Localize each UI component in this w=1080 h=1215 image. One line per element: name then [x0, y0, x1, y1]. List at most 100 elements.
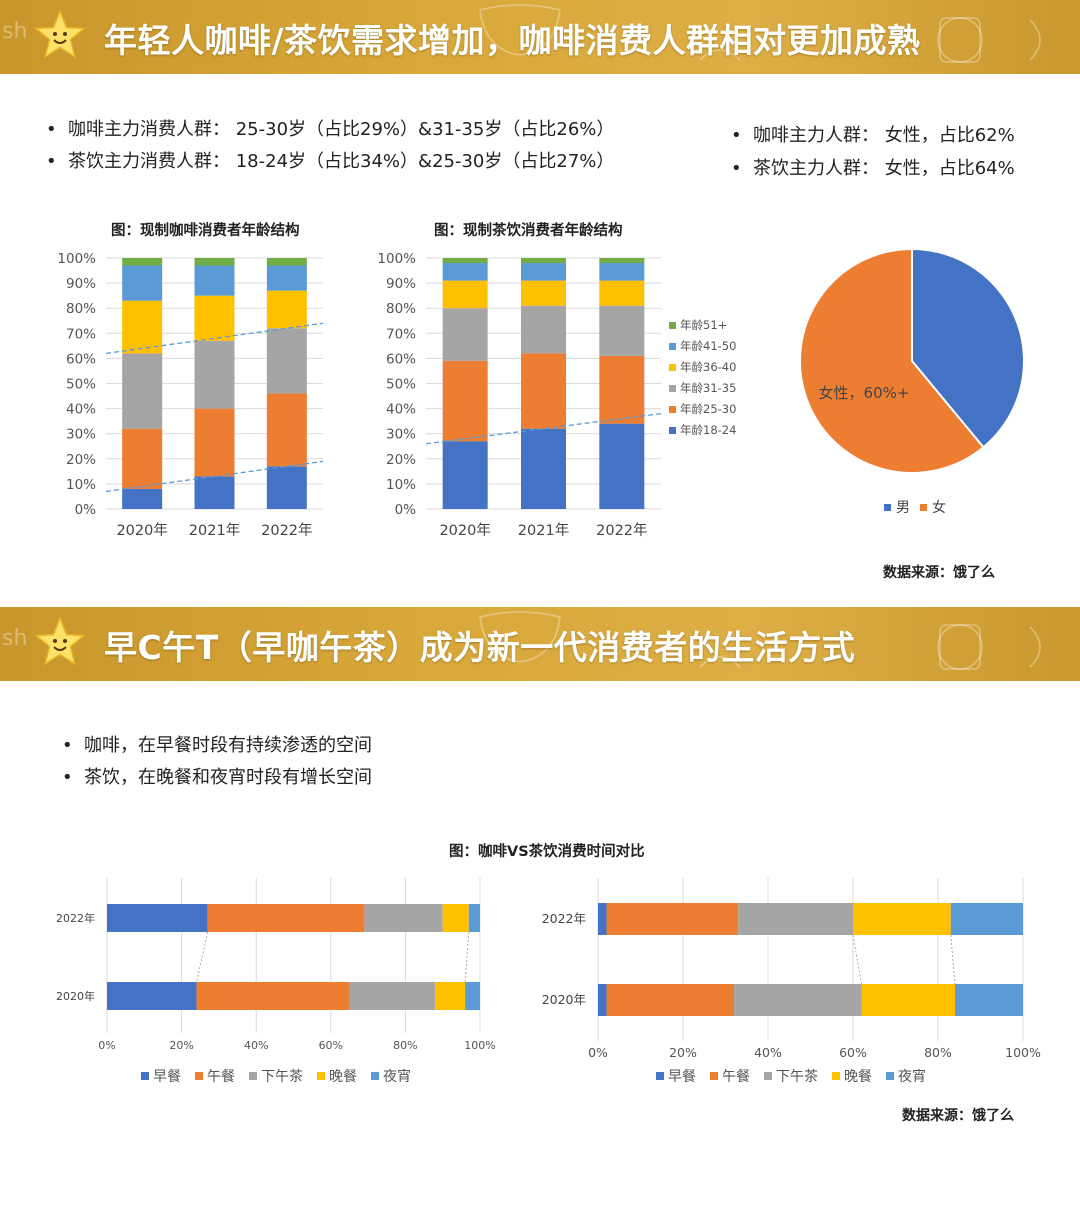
x-tick-label: 80%: [393, 1039, 417, 1052]
bar-segment: [606, 984, 734, 1016]
bar-segment: [950, 903, 1023, 935]
bar-segment: [598, 903, 607, 935]
x-tick-label: 2020年: [439, 522, 490, 539]
bar-segment: [599, 423, 645, 509]
bar-segment: [521, 263, 566, 281]
legend-label: 年龄18-24: [680, 423, 736, 437]
legend-swatch: [764, 1072, 772, 1080]
legend-swatch: [371, 1072, 379, 1080]
y-tick-label: 50%: [66, 377, 96, 393]
bar-segment: [738, 903, 853, 935]
y-tick-label: 2022年: [56, 911, 95, 925]
y-tick-label: 30%: [386, 427, 416, 443]
section2-banner: sh 早C午T（早咖午茶）成为新一代消费者的生活方式: [0, 607, 1080, 681]
bar-segment: [521, 258, 566, 264]
bar-segment: [606, 903, 739, 935]
y-tick-label: 20%: [386, 452, 416, 468]
bar-segment: [364, 904, 443, 932]
legend-swatch: [884, 504, 891, 511]
legend-label: 夜宵: [898, 1068, 926, 1085]
y-tick-label: 2020年: [542, 992, 586, 1007]
bar-segment: [194, 265, 235, 296]
legend-swatch: [656, 1072, 664, 1080]
bar-segment: [266, 466, 307, 509]
bar-segment: [349, 982, 436, 1010]
bar-segment: [122, 300, 163, 354]
banner-doodle-decoration: sh: [2, 611, 1041, 670]
bullet-item: 咖啡，在早餐时段有持续渗透的空间: [62, 730, 372, 762]
bar-segment: [468, 904, 480, 932]
y-tick-label: 90%: [386, 276, 416, 292]
bar-segment: [442, 441, 488, 509]
bar-segment: [521, 353, 566, 429]
y-tick-label: 2022年: [542, 911, 586, 926]
legend-swatch: [195, 1072, 203, 1080]
banner-doodle-decoration: sh: [2, 4, 1041, 63]
bar-segment: [122, 353, 163, 429]
bar-segment: [266, 258, 307, 266]
y-tick-label: 60%: [386, 351, 416, 367]
legend-swatch: [669, 385, 676, 392]
legend-label: 晚餐: [329, 1069, 357, 1085]
x-tick-label: 40%: [244, 1039, 268, 1052]
legend-label: 早餐: [668, 1069, 696, 1085]
bar-segment: [435, 982, 466, 1010]
bar-segment: [266, 393, 307, 467]
bar-segment: [194, 340, 235, 409]
bar-segment: [734, 984, 862, 1016]
y-tick-label: 80%: [66, 301, 96, 317]
bar-segment: [442, 360, 488, 442]
legend-label: 晚餐: [844, 1069, 872, 1085]
tea-age-chart-title: 图：现制茶饮消费者年龄结构: [434, 223, 623, 239]
bar-segment: [521, 305, 566, 354]
y-tick-label: 60%: [66, 351, 96, 367]
y-tick-label: 100%: [377, 251, 416, 267]
x-tick-label: 0%: [588, 1045, 608, 1060]
pie-slice: [911, 247, 1025, 449]
legend-label: 男: [896, 500, 910, 516]
pie-slice: [799, 247, 985, 474]
tea-age-chart: 0% 10% 20% 30% 40% 50% 60% 70% 80% 90% 100% 2020年 20…: [377, 251, 736, 539]
y-tick-label: 2020年: [56, 989, 95, 1003]
pie-annotation: 女性，60%+: [819, 384, 910, 402]
legend-swatch: [710, 1072, 718, 1080]
x-tick-label: 2022年: [261, 522, 312, 539]
bullet-item: 茶饮主力人群： 女性，占比64%: [731, 152, 1015, 185]
x-tick-label: 20%: [169, 1039, 193, 1052]
legend-label: 午餐: [722, 1069, 750, 1085]
y-tick-label: 20%: [66, 452, 96, 468]
bar-segment: [442, 904, 469, 932]
bar-segment: [107, 904, 208, 932]
legend-label: 年龄51+: [680, 318, 727, 332]
x-tick-label: 60%: [319, 1039, 343, 1052]
x-tick-label: 40%: [754, 1045, 782, 1060]
y-tick-label: 40%: [66, 402, 96, 418]
y-tick-label: 30%: [66, 427, 96, 443]
series-connector-line: [950, 934, 956, 985]
bullet-item: 茶饮，在晚餐和夜宵时段有增长空间: [62, 762, 372, 794]
legend-swatch: [669, 406, 676, 413]
legend-label: 早餐: [153, 1069, 181, 1085]
bullet-item: 咖啡主力消费人群： 25-30岁（占比29%）&31-35岁（占比26%）: [46, 114, 614, 146]
bar-segment: [107, 982, 197, 1010]
legend-swatch: [920, 504, 927, 511]
series-connector-line: [464, 931, 470, 983]
trend-line: [105, 460, 324, 493]
bar-segment: [442, 280, 488, 309]
legend-swatch: [669, 364, 676, 371]
gender-bullets: 咖啡主力人群： 女性，占比62% 茶饮主力人群： 女性，占比64%: [731, 119, 1015, 185]
bar-segment: [194, 295, 235, 341]
y-tick-label: 100%: [57, 251, 96, 267]
section1-data-source: 数据来源：饿了么: [883, 565, 995, 581]
legend-label: 下午茶: [261, 1069, 303, 1085]
bar-segment: [266, 265, 307, 291]
legend-label: 年龄25-30: [680, 402, 736, 416]
legend-label: 年龄31-35: [680, 381, 736, 395]
bar-segment: [955, 984, 1023, 1016]
legend-swatch: [832, 1072, 840, 1080]
bar-segment: [122, 258, 163, 266]
y-tick-label: 10%: [66, 477, 96, 493]
bar-segment: [521, 280, 566, 306]
